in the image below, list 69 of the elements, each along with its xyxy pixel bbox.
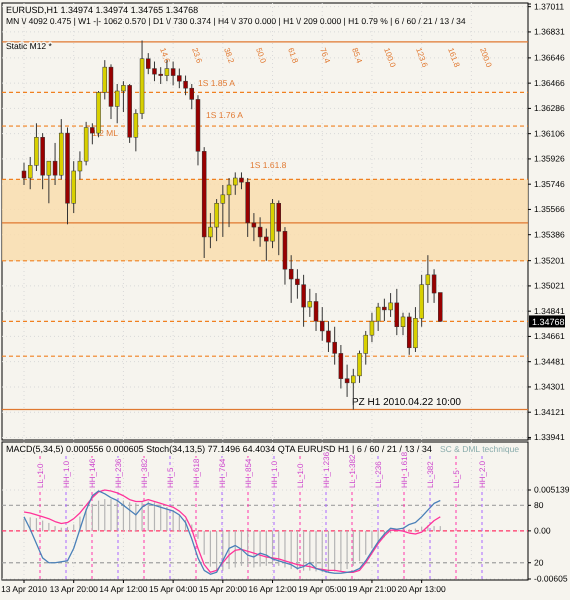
annotation: 14.6: [158, 46, 172, 65]
y2-tick-label: 80: [534, 500, 544, 510]
text: HH_764: [218, 458, 227, 488]
y-tick-label: 1.35746: [534, 178, 565, 189]
y-tick-label: 0.00: [534, 526, 551, 536]
y-tick-label: 1.35021: [534, 280, 565, 291]
annotation: 1S 1.85 A: [198, 78, 236, 88]
y-tick-label: 1.34481: [534, 356, 565, 366]
x-tick-label: 19 Apr 21:00: [348, 584, 396, 594]
text: HH_854: [244, 458, 253, 488]
text: LL_1.382: [348, 454, 357, 488]
text: HH_1.0: [62, 460, 71, 488]
text: LL_1.0: [296, 462, 305, 488]
text: HH_2.0: [478, 460, 487, 488]
text: HH_236: [114, 458, 123, 488]
x-tick-label: 14 Apr 12:00: [99, 584, 148, 594]
text: HH_146: [88, 458, 97, 488]
annotation: 50.0: [254, 46, 268, 65]
text: SC & DML technique: [440, 444, 520, 454]
text: HH_618: [192, 458, 201, 488]
annotation: 100.0: [382, 46, 398, 70]
annotation: 123.6: [414, 46, 430, 70]
annotation: 161.8: [446, 46, 462, 70]
annotation: Static M12 *: [6, 41, 53, 51]
text: HH_1.0: [270, 460, 279, 488]
y-tick-label: 1.34661: [534, 331, 565, 342]
annotation: 23.6: [190, 46, 204, 65]
text: LL_236: [374, 460, 383, 488]
annotation: 1S 1.76 A: [206, 110, 244, 120]
y-tick-label: 1.36286: [534, 103, 565, 114]
y-tick-label: -0.00605: [534, 574, 568, 584]
annotation: 1S 1.61.8: [250, 160, 287, 170]
y-tick-label: 1.36646: [534, 52, 565, 63]
y-tick-label: 1.35386: [534, 229, 565, 240]
y-tick-label: 1.33941: [534, 432, 565, 442]
chart-title: EURUSD,H1 1.34974 1.34974 1.34765 1.34768: [6, 5, 198, 15]
y-tick-label: 1.34121: [534, 406, 565, 417]
annotation: 200.0: [478, 46, 494, 70]
ref-line-label: 1.34768: [532, 316, 565, 327]
y-tick-label: 1.37011: [534, 1, 564, 12]
text: LL_1.0: [36, 462, 45, 488]
y2-tick-label: 20: [534, 557, 544, 568]
text: LL_5: [452, 470, 461, 488]
y-tick-label: 1.35201: [534, 255, 565, 266]
x-tick-label: 13 Apr 20:00: [50, 584, 98, 594]
y-tick-label: 1.35566: [534, 204, 565, 214]
annotation: 38.2: [222, 46, 236, 65]
y-tick-label: 0.005139: [534, 484, 570, 495]
text: LL_382: [426, 460, 435, 488]
y-tick-label: 1.36106: [534, 128, 565, 138]
y-tick-label: 1.36831: [534, 26, 565, 37]
text: MN \/ 4092 0.475 | W1 -|- 1062 0.570 | D1 \/ 730 0.374 | H4 \/ 370 0.000 | H1 \/ 209 0.000 | H1 0.79 % | 6 / 60 / 21 / 13 / 34: [6, 16, 466, 26]
y-tick-label: 1.34841: [534, 306, 565, 316]
y-tick-label: 1.35926: [534, 154, 565, 164]
x-tick-label: 19 Apr 05:00: [298, 584, 347, 594]
x-tick-label: 15 Apr 20:00: [198, 584, 248, 594]
annotation: 61.8: [286, 46, 300, 65]
x-tick-label: 16 Apr 12:00: [248, 584, 297, 594]
text: HH_1.236: [322, 451, 331, 488]
text: HH_382: [140, 458, 149, 488]
x-tick-label: 20 Apr 13:00: [398, 584, 446, 594]
text: HH_1.618: [400, 451, 409, 488]
annotation: 76.4: [318, 46, 332, 65]
text: HH_5: [166, 466, 175, 488]
annotation: 85.4: [350, 46, 364, 65]
y-tick-label: 1.36466: [534, 78, 565, 88]
x-tick-label: 15 Apr 04:00: [149, 584, 198, 594]
x-tick-label: 13 Apr 2010: [1, 584, 48, 594]
y-tick-label: 1.34301: [534, 382, 565, 392]
